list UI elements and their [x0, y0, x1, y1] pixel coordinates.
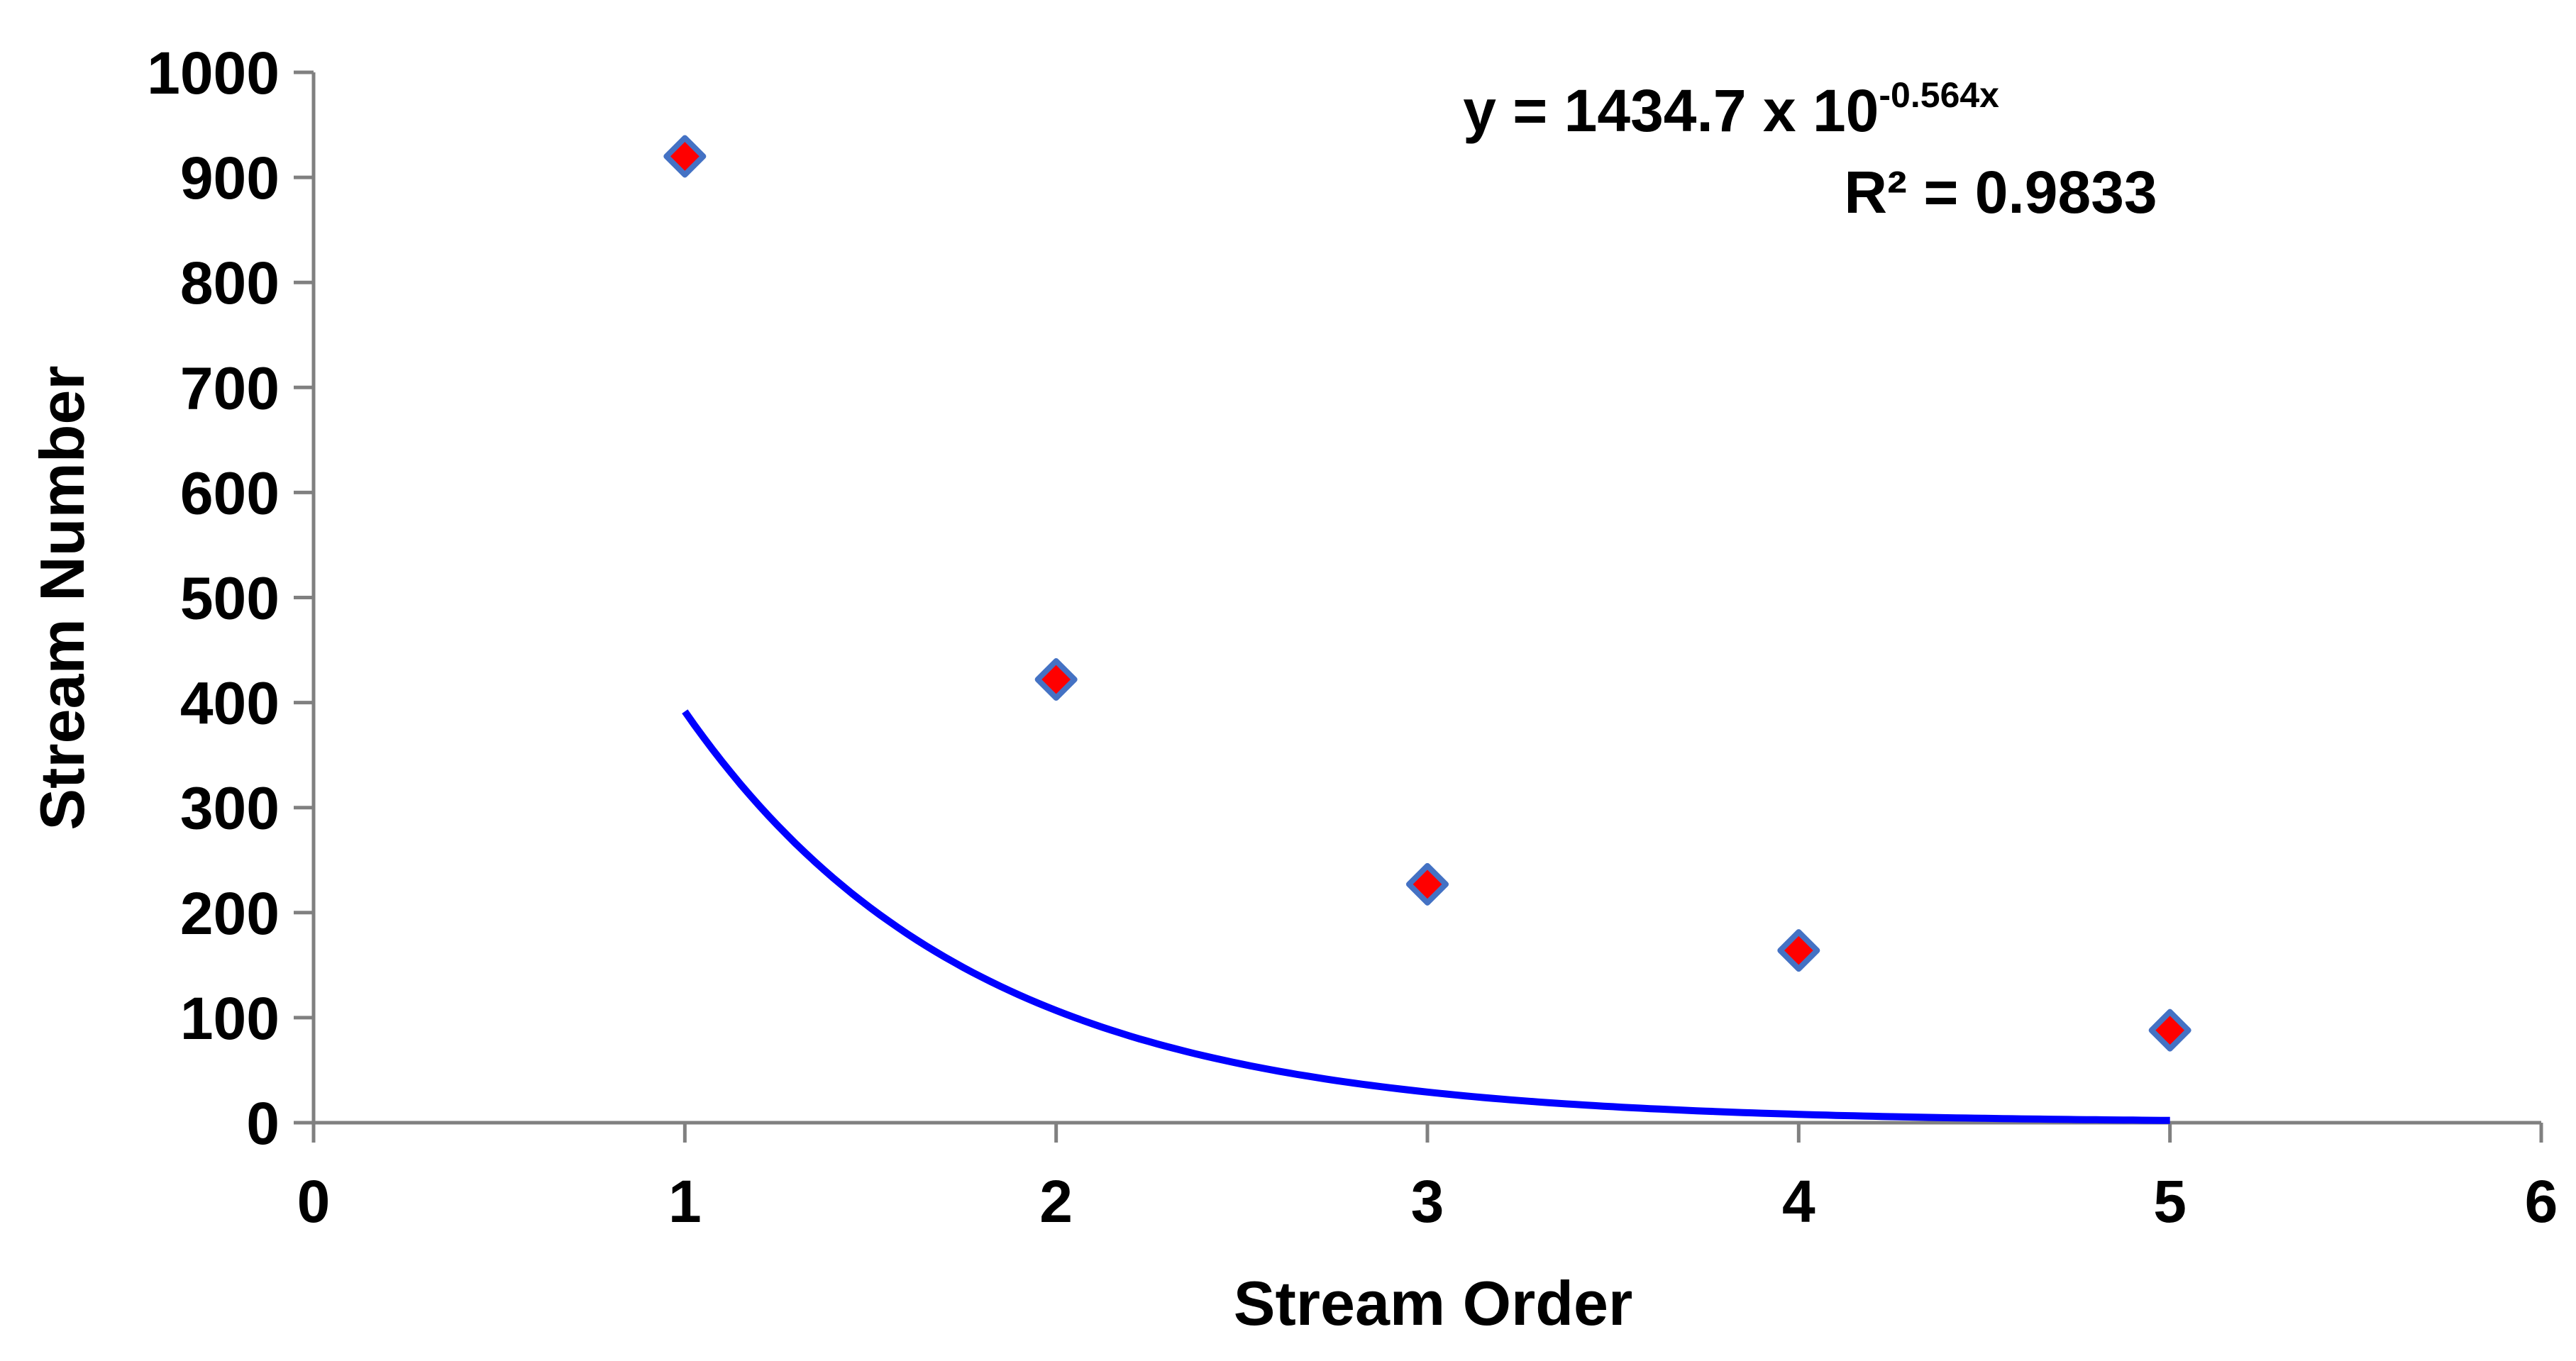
y-tick-label: 500 — [180, 565, 280, 632]
data-point-marker — [1777, 929, 1820, 972]
trendline-curve — [682, 709, 2170, 1124]
y-tick-label: 300 — [180, 775, 280, 842]
y-tick-label: 100 — [180, 985, 280, 1052]
equation-base-text: y = 1434.7 x 10 — [1463, 77, 1879, 144]
data-point-marker — [1034, 658, 1078, 701]
x-tick-label: 3 — [1411, 1168, 1444, 1235]
x-tick-label: 1 — [668, 1168, 702, 1235]
labels-layer: 0 100 200 300 400 500 600 700 800 900 1000 0 1 2 3 4 5 6 — [147, 40, 2558, 1235]
y-tick-label: 200 — [180, 880, 280, 947]
axes-layer — [294, 70, 2543, 1143]
y-tick-label: 400 — [180, 670, 280, 737]
y-axis-title: Stream Number — [27, 365, 97, 830]
trendline-equation: y = 1434.7 x 10-0.564x — [1463, 75, 1999, 144]
y-tick-label: 0 — [246, 1090, 280, 1157]
y-tick-label: 1000 — [147, 40, 280, 106]
y-tick-label: 800 — [180, 250, 280, 316]
x-tick-label: 2 — [1039, 1168, 1073, 1235]
x-tick-label: 6 — [2525, 1168, 2558, 1235]
trendline-layer — [682, 709, 2170, 1124]
data-point-marker — [2148, 1009, 2191, 1052]
data-point-marker — [663, 135, 707, 178]
y-tick-label: 600 — [180, 460, 280, 526]
y-tick-label: 700 — [180, 355, 280, 421]
r-squared-label: R² = 0.9833 — [1844, 159, 2157, 226]
x-tick-label: 4 — [1782, 1168, 1815, 1235]
x-axis-title: Stream Order — [1234, 1268, 1632, 1338]
markers-layer — [663, 135, 2191, 1052]
y-tick-label: 900 — [180, 145, 280, 211]
data-point-marker — [1406, 862, 1449, 906]
equation-exponent-text: -0.564x — [1879, 75, 1999, 115]
x-tick-label: 5 — [2153, 1168, 2187, 1235]
x-tick-label: 0 — [297, 1168, 331, 1235]
